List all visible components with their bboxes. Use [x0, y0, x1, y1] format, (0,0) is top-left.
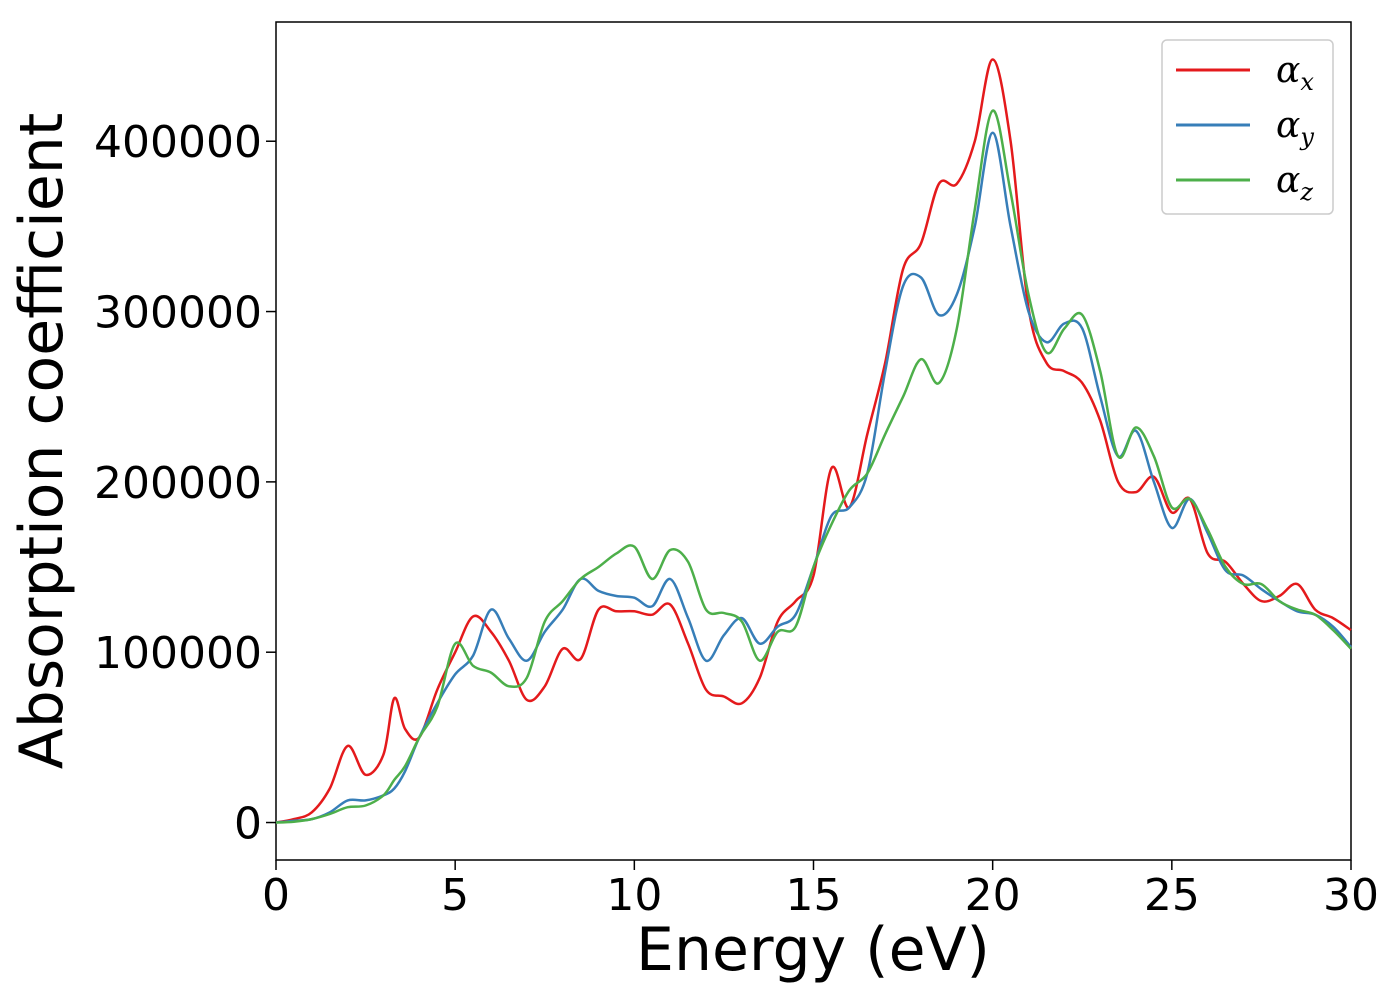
y-tick-label: 0 — [234, 799, 262, 850]
x-tick-label: 15 — [786, 870, 842, 921]
x-tick-label: 0 — [262, 870, 290, 921]
x-tick-label: 25 — [1144, 870, 1200, 921]
x-axis-label: Energy (eV) — [636, 915, 990, 985]
x-tick-label: 20 — [965, 870, 1021, 921]
x-tick-label: 30 — [1323, 870, 1379, 921]
x-tick-label: 5 — [441, 870, 469, 921]
y-tick-label: 300000 — [94, 288, 262, 339]
y-axis: 0 100000 200000 300000 400000 — [94, 117, 276, 850]
y-tick-label: 100000 — [94, 628, 262, 679]
y-axis-label: Absorption coefficient — [7, 113, 77, 770]
x-axis: 0 5 10 15 20 25 30 — [262, 860, 1379, 921]
y-tick-label: 200000 — [94, 458, 262, 509]
series-layer — [275, 58, 1352, 824]
series-line-z — [275, 109, 1352, 824]
legend-box — [1161, 39, 1334, 215]
y-tick-label: 400000 — [94, 117, 262, 168]
x-tick-label: 10 — [606, 870, 662, 921]
